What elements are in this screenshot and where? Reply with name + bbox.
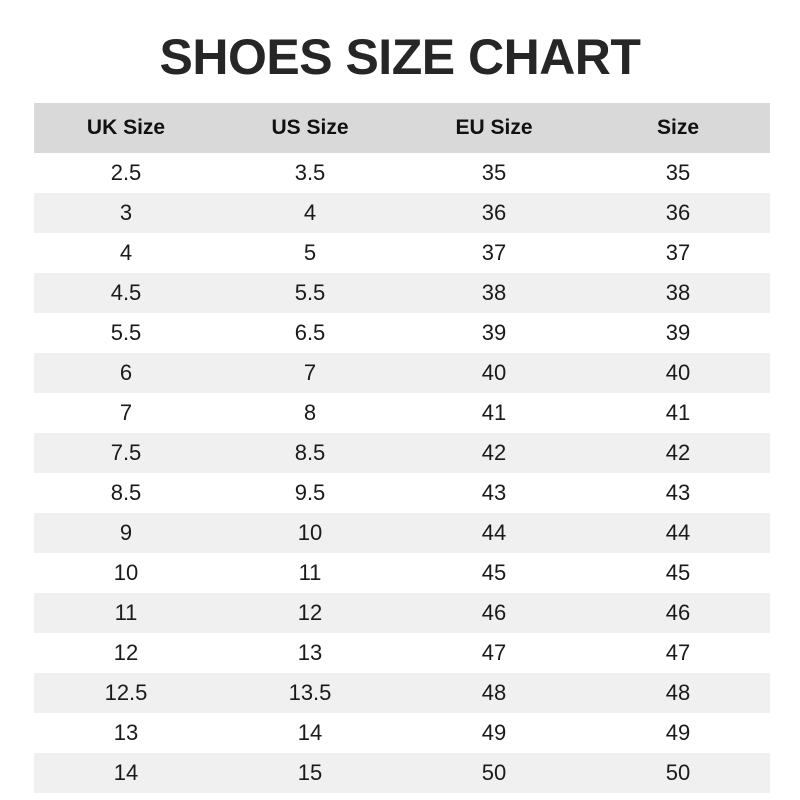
table-row: 7 8 41 41 [34,393,770,433]
cell-eu: 41 [481,400,507,425]
cell-us: 8.5 [294,440,326,465]
cell-eu: 46 [481,600,507,625]
table-row: 7.5 8.5 42 42 [34,433,770,473]
cell-uk: 2.5 [110,160,142,185]
cell-size: 41 [665,400,691,425]
table-row: 3 4 36 36 [34,193,770,233]
table-row: 2.5 3.5 35 35 [34,153,770,193]
shoes-size-table: UK Size US Size EU Size Size 2.5 3.5 35 35 3… [34,103,770,793]
cell-eu: 35 [481,160,507,185]
cell-us: 6.5 [294,320,326,345]
cell-us: 5 [303,240,317,265]
cell-size: 38 [665,280,691,305]
cell-uk: 3 [119,200,133,225]
cell-size: 47 [665,640,691,665]
table-row: 6 7 40 40 [34,353,770,393]
cell-eu: 38 [481,280,507,305]
cell-uk: 14 [113,760,139,785]
table-row: 4.5 5.5 38 38 [34,273,770,313]
cell-size: 48 [665,680,691,705]
table-row: 14 15 50 50 [34,753,770,793]
table-row: 10 11 45 45 [34,553,770,593]
cell-uk: 4.5 [110,280,142,305]
cell-eu: 39 [481,320,507,345]
cell-eu: 36 [481,200,507,225]
cell-us: 5.5 [294,280,326,305]
cell-eu: 42 [481,440,507,465]
cell-us: 10 [297,520,323,545]
cell-uk: 12 [113,640,139,665]
cell-us: 13 [297,640,323,665]
cell-uk: 7.5 [110,440,142,465]
table-header: UK Size US Size EU Size Size [34,103,770,153]
cell-us: 8 [303,400,317,425]
cell-uk: 11 [114,600,138,625]
cell-uk: 7 [119,400,133,425]
cell-uk: 12.5 [104,680,148,705]
table-body: 2.5 3.5 35 35 3 4 36 36 4 5 37 37 4.5 5.5 38 38 5.5 6.5 39… [34,153,770,793]
table-row: 4 5 37 37 [34,233,770,273]
cell-eu: 40 [481,360,507,385]
page-title: SHOES SIZE CHART [159,29,641,85]
cell-size: 40 [665,360,691,385]
cell-us: 9.5 [294,480,326,505]
column-header-uk-size: UK Size [86,116,166,139]
cell-us: 13.5 [288,680,332,705]
cell-size: 50 [665,760,691,785]
table-row: 9 10 44 44 [34,513,770,553]
cell-uk: 6 [119,360,133,385]
cell-us: 14 [297,720,323,745]
cell-size: 44 [665,520,691,545]
cell-size: 43 [665,480,691,505]
cell-eu: 45 [481,560,507,585]
cell-eu: 43 [481,480,507,505]
cell-size: 39 [665,320,691,345]
cell-us: 3.5 [294,160,326,185]
cell-us: 12 [297,600,323,625]
table-row: 5.5 6.5 39 39 [34,313,770,353]
table-row: 12.5 13.5 48 48 [34,673,770,713]
cell-size: 42 [665,440,691,465]
cell-uk: 10 [113,560,139,585]
table-row: 11 12 46 46 [34,593,770,633]
cell-eu: 48 [481,680,507,705]
cell-uk: 13 [113,720,139,745]
table-row: 13 14 49 49 [34,713,770,753]
cell-uk: 8.5 [110,480,142,505]
table-row: 8.5 9.5 43 43 [34,473,770,513]
cell-eu: 49 [481,720,507,745]
cell-size: 36 [665,200,691,225]
cell-us: 7 [303,360,317,385]
cell-eu: 37 [481,240,507,265]
cell-size: 49 [665,720,691,745]
cell-uk: 9 [119,520,133,545]
cell-size: 35 [665,160,691,185]
column-header-us-size: US Size [271,116,349,139]
cell-size: 37 [665,240,691,265]
cell-us: 11 [298,560,322,585]
cell-size: 45 [665,560,691,585]
cell-eu: 47 [481,640,507,665]
table-row: 12 13 47 47 [34,633,770,673]
cell-us: 4 [303,200,317,225]
cell-size: 46 [665,600,691,625]
cell-us: 15 [297,760,323,785]
cell-eu: 50 [481,760,507,785]
column-header-eu-size: EU Size [455,116,533,139]
cell-uk: 4 [119,240,133,265]
cell-uk: 5.5 [110,320,142,345]
table-header-row: UK Size US Size EU Size Size [34,103,770,153]
column-header-size: Size [656,116,700,139]
cell-eu: 44 [481,520,507,545]
